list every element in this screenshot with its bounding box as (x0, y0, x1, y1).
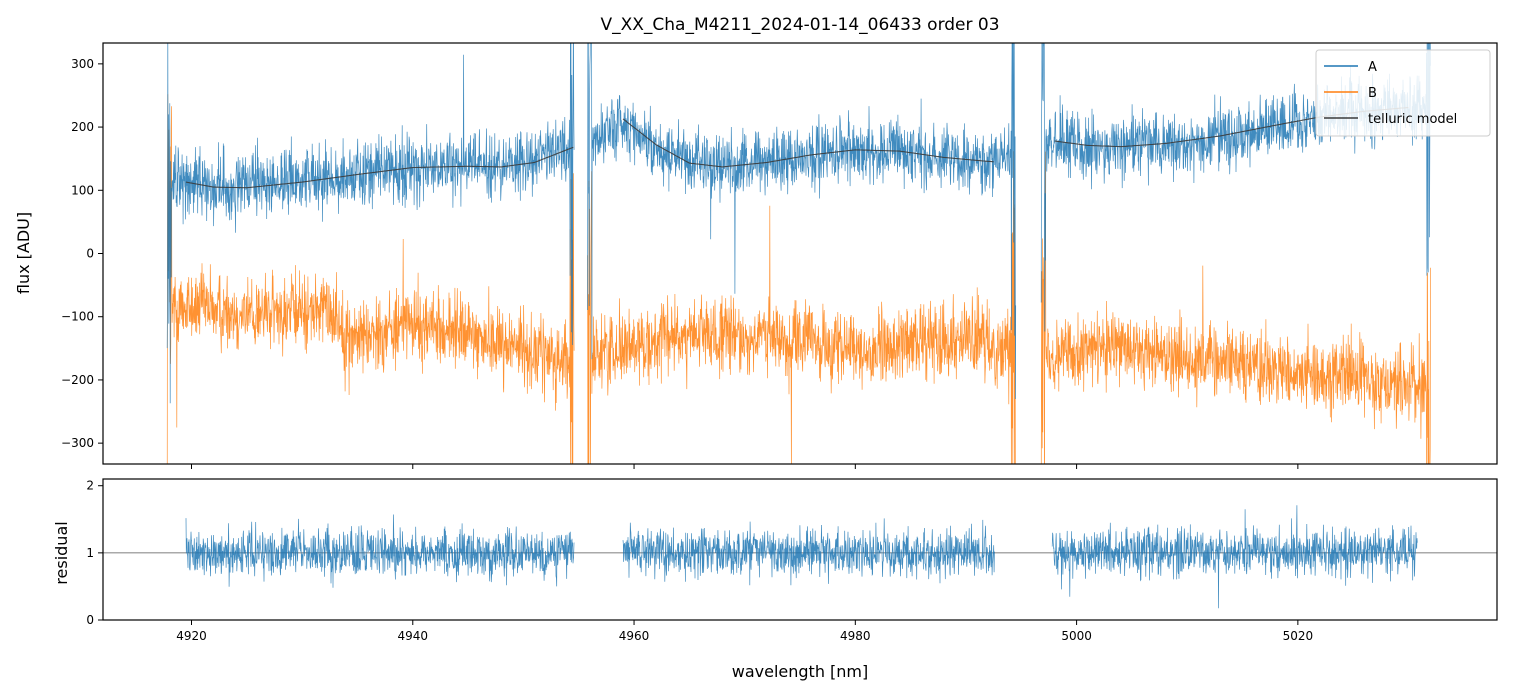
top-y-axis-label: flux [ADU] (14, 212, 33, 294)
series-b-segment-3 (1040, 151, 1431, 464)
bottom-plot-area (103, 505, 1497, 609)
bottom-y-tick-label: 1 (86, 546, 94, 560)
top-y-tick-label: −100 (61, 310, 94, 324)
top-y-tick-label: 300 (71, 57, 94, 71)
x-tick-label: 4980 (840, 629, 871, 643)
bottom-panel: 0 1 2 4920 4940 4960 4980 5000 5020 residual wa… (52, 478, 1498, 681)
bottom-y-tick-label: 2 (86, 479, 94, 493)
bottom-axes-frame (102, 478, 1498, 621)
top-x-axis (191, 464, 1299, 469)
x-tick-label: 4960 (619, 629, 650, 643)
top-axes-frame (102, 42, 1498, 465)
series-a-segment-2 (587, 43, 1017, 400)
residual-segment-2 (622, 518, 996, 586)
x-tick-label: 4940 (398, 629, 429, 643)
bottom-y-tick-label: 0 (86, 613, 94, 627)
bottom-x-axis: 4920 4940 4960 4980 5000 5020 (176, 620, 1313, 643)
top-plot-area (166, 43, 1431, 464)
top-y-tick-label: 0 (86, 247, 94, 261)
series-b-segment-2 (587, 151, 1016, 464)
legend-label-a: A (1368, 60, 1377, 75)
residual-segment-3 (1051, 505, 1418, 609)
residual-segment-1 (185, 514, 575, 588)
legend-box (1315, 49, 1491, 137)
series-b-segment-1 (166, 94, 575, 464)
x-tick-label: 4920 (176, 629, 207, 643)
top-y-tick-label: −200 (61, 373, 94, 387)
series-a-segment-1 (166, 43, 575, 404)
top-y-tick-label: 200 (71, 120, 94, 134)
bottom-y-axis: 0 1 2 (86, 479, 103, 627)
legend-label-b: B (1368, 86, 1377, 101)
top-y-tick-label: −300 (61, 436, 94, 450)
chart-title: V_XX_Cha_M4211_2024-01-14_06433 order 03 (600, 15, 999, 35)
top-y-tick-label: 100 (71, 183, 94, 197)
telluric-model-segment-2 (622, 118, 994, 168)
bottom-y-axis-label: residual (52, 521, 71, 584)
telluric-model-segment-1 (185, 146, 574, 189)
x-tick-label: 5020 (1283, 629, 1314, 643)
top-panel: −300 −200 −100 0 100 200 300 flux [ADU] A B te… (14, 42, 1498, 469)
legend: A B telluric model (1315, 49, 1491, 137)
x-tick-label: 5000 (1061, 629, 1092, 643)
x-axis-label: wavelength [nm] (732, 662, 869, 681)
top-y-axis: −300 −200 −100 0 100 200 300 (61, 57, 103, 450)
legend-label-telluric: telluric model (1368, 112, 1457, 127)
